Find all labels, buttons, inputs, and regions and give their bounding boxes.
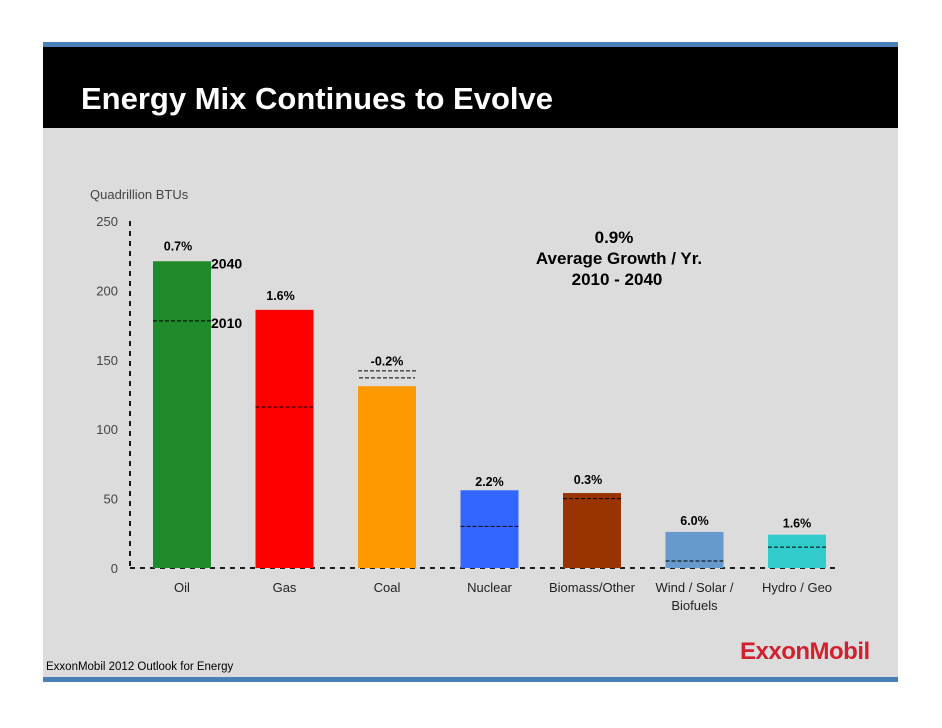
y-tick-label: 200 (96, 283, 118, 298)
growth-label: -0.2% (371, 354, 404, 368)
growth-label: 0.7% (164, 239, 193, 253)
x-tick-label: Coal (374, 580, 401, 595)
title-bar: Energy Mix Continues to Evolve (43, 47, 898, 128)
x-tick-label: Biofuels (671, 598, 718, 613)
y-tick-label: 0 (111, 561, 118, 576)
y-tick-label: 250 (96, 214, 118, 229)
y-axis-title: Quadrillion BTUs (90, 187, 189, 202)
annotation-growth-value: 0.9% (595, 228, 634, 247)
annotation-period: 2010 - 2040 (572, 270, 663, 289)
x-tick-label: Wind / Solar / (655, 580, 733, 595)
y-tick-label: 100 (96, 422, 118, 437)
bar-2040 (665, 531, 724, 568)
annotation-growth-label: Average Growth / Yr. (536, 249, 702, 268)
footer-source: ExxonMobil 2012 Outlook for Energy (46, 661, 234, 673)
growth-label: 6.0% (680, 514, 709, 528)
x-tick-label: Gas (273, 580, 297, 595)
bar-2040 (768, 534, 826, 568)
bar-2040 (255, 309, 314, 568)
top-rule (43, 42, 898, 47)
bar-2040 (563, 493, 621, 568)
x-tick-label: Hydro / Geo (762, 580, 832, 595)
series-label-2010: 2010 (211, 315, 242, 331)
growth-label: 1.6% (266, 289, 295, 303)
growth-label: 2.2% (475, 475, 504, 489)
growth-label: 0.3% (574, 473, 603, 487)
y-tick-label: 150 (96, 353, 118, 368)
series-label-2040: 2040 (211, 255, 242, 271)
bottom-rule (43, 677, 898, 682)
bar-2040 (460, 490, 519, 568)
y-tick-label: 50 (104, 492, 118, 507)
bar-2040 (358, 386, 416, 568)
slide-title: Energy Mix Continues to Evolve (81, 81, 553, 116)
bar-2040 (153, 261, 211, 568)
growth-label: 1.6% (783, 517, 812, 531)
x-tick-label: Oil (174, 580, 190, 595)
exxonmobil-logo: ExxonMobil (740, 638, 870, 665)
x-tick-label: Biomass/Other (549, 580, 636, 595)
x-tick-label: Nuclear (467, 580, 512, 595)
